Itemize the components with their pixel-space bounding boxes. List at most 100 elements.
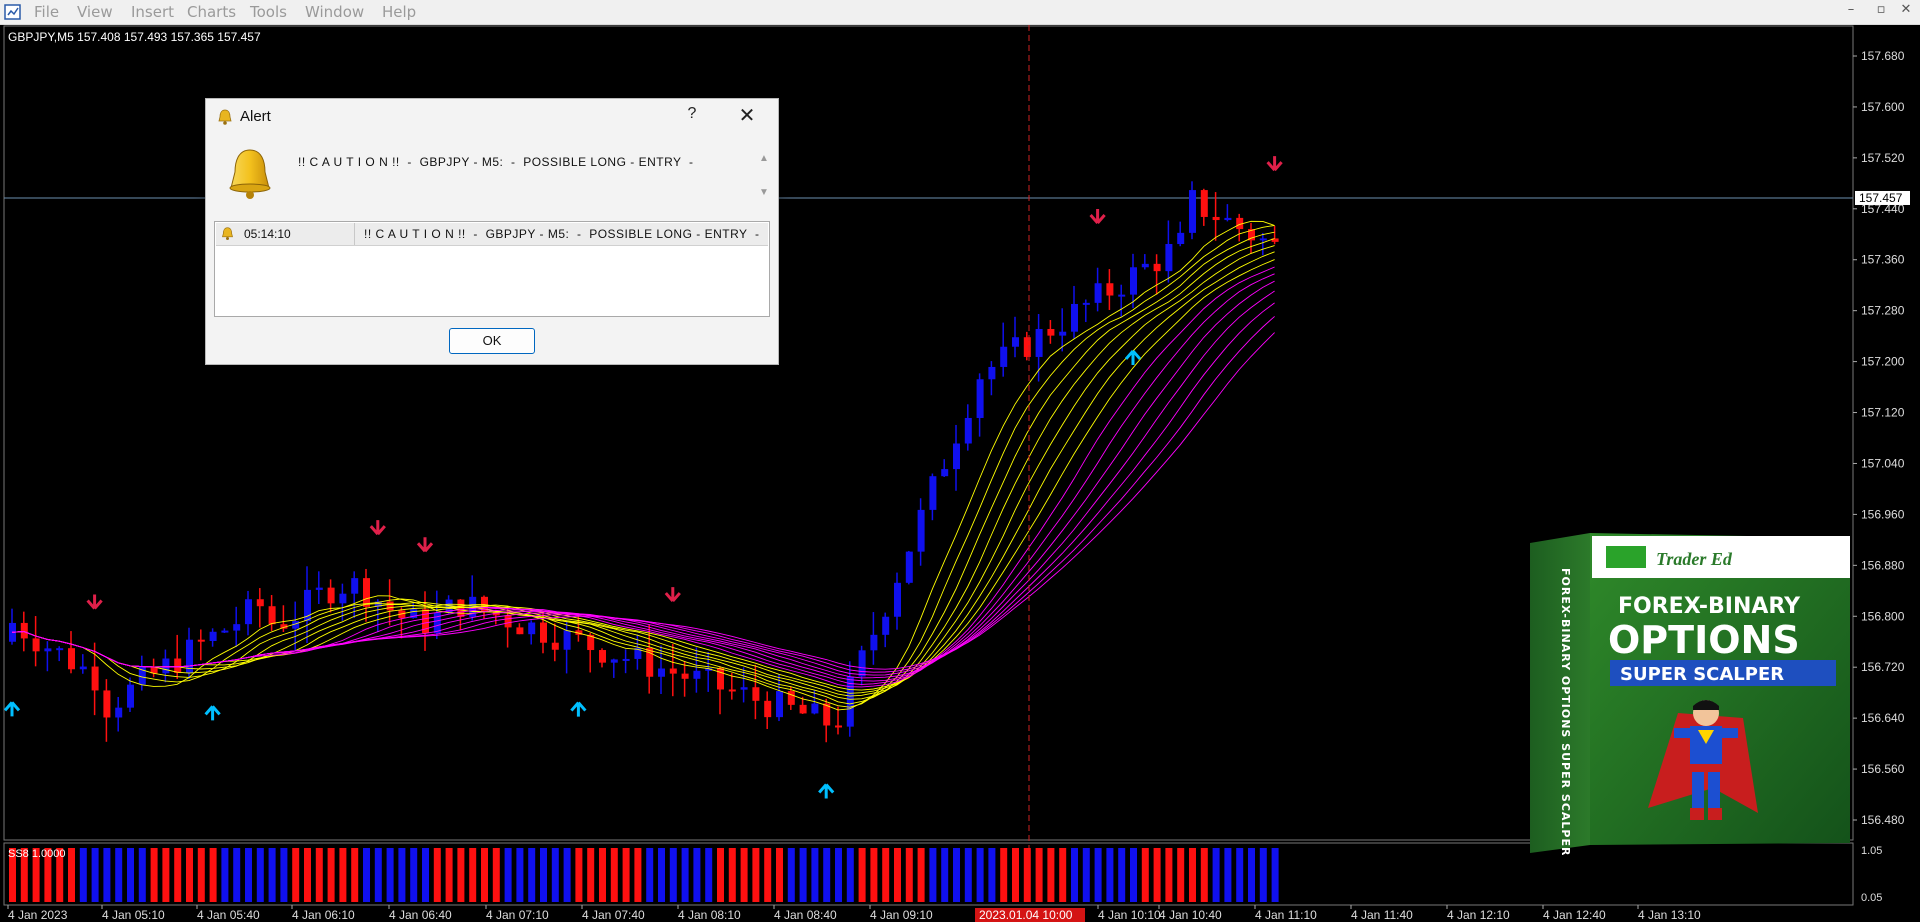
candle-body [315, 587, 323, 590]
menu-charts[interactable]: Charts [187, 3, 237, 21]
candle-body [209, 631, 217, 642]
candle-body [150, 667, 158, 674]
close-window-button[interactable]: ✕ [1900, 2, 1912, 17]
candle-body [91, 666, 99, 691]
candle-body [811, 703, 819, 714]
histogram-bar [528, 848, 536, 902]
ribbon-line [11, 238, 1275, 700]
price-axis-label: 157.520 [1861, 151, 1905, 165]
candle-body [1189, 190, 1196, 233]
candle-body [1177, 232, 1185, 245]
time-axis-label: 4 Jan 10:10 [1098, 908, 1161, 922]
histogram-bar [1177, 848, 1185, 902]
candle-body [280, 624, 288, 629]
histogram-bar [1236, 848, 1244, 902]
help-button[interactable]: ? [687, 105, 697, 122]
candle-body [870, 634, 878, 651]
candle-body [386, 601, 394, 611]
price-axis-label: 156.800 [1861, 609, 1905, 623]
alert-dialog[interactable]: Alert ? ✕ !! C A U T I O N !! - GBPJPY -… [205, 98, 779, 365]
histogram-bar [858, 848, 866, 902]
candle-body [953, 443, 960, 470]
arrow-down-icon [664, 587, 681, 603]
histogram-bar [728, 848, 736, 902]
alert-log-row[interactable]: 05:14:10 !! C A U T I O N !! - GBPJPY - … [216, 223, 768, 246]
histogram-bar [964, 848, 972, 902]
candle-body [858, 650, 866, 677]
promo-spine: FOREX-BINARY OPTIONS SUPER SCALPER [1559, 568, 1572, 855]
price-axis-label: 157.280 [1861, 304, 1905, 318]
histogram-bar [186, 848, 193, 902]
candle-body [327, 587, 335, 604]
histogram-bar [9, 848, 16, 902]
histogram-bar [740, 848, 748, 902]
subwindow-label: SS8 1.0000 [8, 848, 66, 860]
histogram-bar [280, 848, 288, 902]
promo-line2: OPTIONS [1608, 618, 1800, 662]
scroll-down-arrow[interactable]: ▼ [759, 187, 769, 198]
histogram-bar [433, 848, 441, 902]
candle-body [575, 630, 583, 635]
alert-log-list[interactable]: 05:14:10 !! C A U T I O N !! - GBPJPY - … [214, 221, 770, 317]
promo-brand: Trader Ed [1656, 549, 1733, 569]
price-chart[interactable]: 157.680 157.600 157.520 157.440 157.360 157.2… [0, 25, 1920, 922]
histogram-bar [44, 848, 52, 902]
candle-body [1259, 238, 1267, 241]
histogram-bar [1271, 848, 1279, 902]
candle-body [705, 668, 713, 671]
candle-body [516, 627, 524, 635]
arrow-down-icon [369, 520, 386, 536]
menu-help[interactable]: Help [382, 3, 417, 21]
menu-file[interactable]: File [34, 3, 60, 21]
ribbon-line [11, 220, 1275, 711]
time-axis-label: 4 Jan 11:10 [1255, 908, 1317, 922]
time-axis-label: 4 Jan 09:10 [870, 908, 933, 922]
close-button[interactable]: ✕ [738, 105, 756, 127]
candle-body [162, 658, 170, 674]
menu-insert[interactable]: Insert [131, 3, 175, 21]
time-axis-label: 4 Jan 08:10 [678, 908, 741, 922]
histogram-bar [445, 848, 453, 902]
histogram-bar [953, 848, 960, 902]
candle-body [622, 658, 630, 661]
arrow-down-icon [416, 537, 434, 553]
column-divider [354, 223, 355, 245]
current-price-tag [1855, 190, 1910, 205]
bell-icon [218, 109, 232, 125]
histogram-bar [233, 848, 241, 902]
price-axis-label: 156.480 [1861, 813, 1905, 827]
histogram-bar [551, 848, 559, 902]
time-axis-label: 4 Jan 11:40 [1351, 908, 1413, 922]
subwindow-axis-label: 0.05 [1861, 892, 1882, 904]
candle-body [1094, 283, 1102, 303]
time-axis-label: 4 Jan 13:10 [1638, 908, 1701, 922]
histogram-bar [1059, 848, 1067, 902]
candle-body [138, 667, 146, 685]
histogram-bar [776, 848, 783, 902]
candle-body [528, 622, 536, 635]
histogram-bar [363, 848, 370, 902]
histogram-bar [976, 848, 984, 902]
candle-body [799, 704, 807, 714]
app-icon [4, 4, 21, 20]
histogram-bar [929, 848, 937, 902]
bell-icon [222, 227, 233, 240]
histogram-bar [398, 848, 406, 902]
menu-tools[interactable]: Tools [250, 3, 287, 21]
histogram-bar [32, 848, 40, 902]
histogram-bar [693, 848, 701, 902]
histogram-bar [1141, 848, 1149, 902]
candle-body [68, 648, 75, 670]
ok-button[interactable]: OK [449, 328, 535, 354]
scroll-up-arrow[interactable]: ▲ [759, 153, 769, 164]
menu-view[interactable]: View [77, 3, 113, 21]
histogram-bar [941, 848, 949, 902]
time-axis-label: 4 Jan 06:10 [292, 908, 355, 922]
candle-body [693, 670, 701, 679]
restore-button[interactable]: ▫ [1876, 2, 1886, 17]
menu-window[interactable]: Window [305, 3, 365, 21]
price-axis-label: 156.640 [1861, 711, 1905, 725]
minimize-button[interactable]: – [1847, 2, 1855, 17]
histogram-bar [882, 848, 890, 902]
histogram-bar [811, 848, 819, 902]
